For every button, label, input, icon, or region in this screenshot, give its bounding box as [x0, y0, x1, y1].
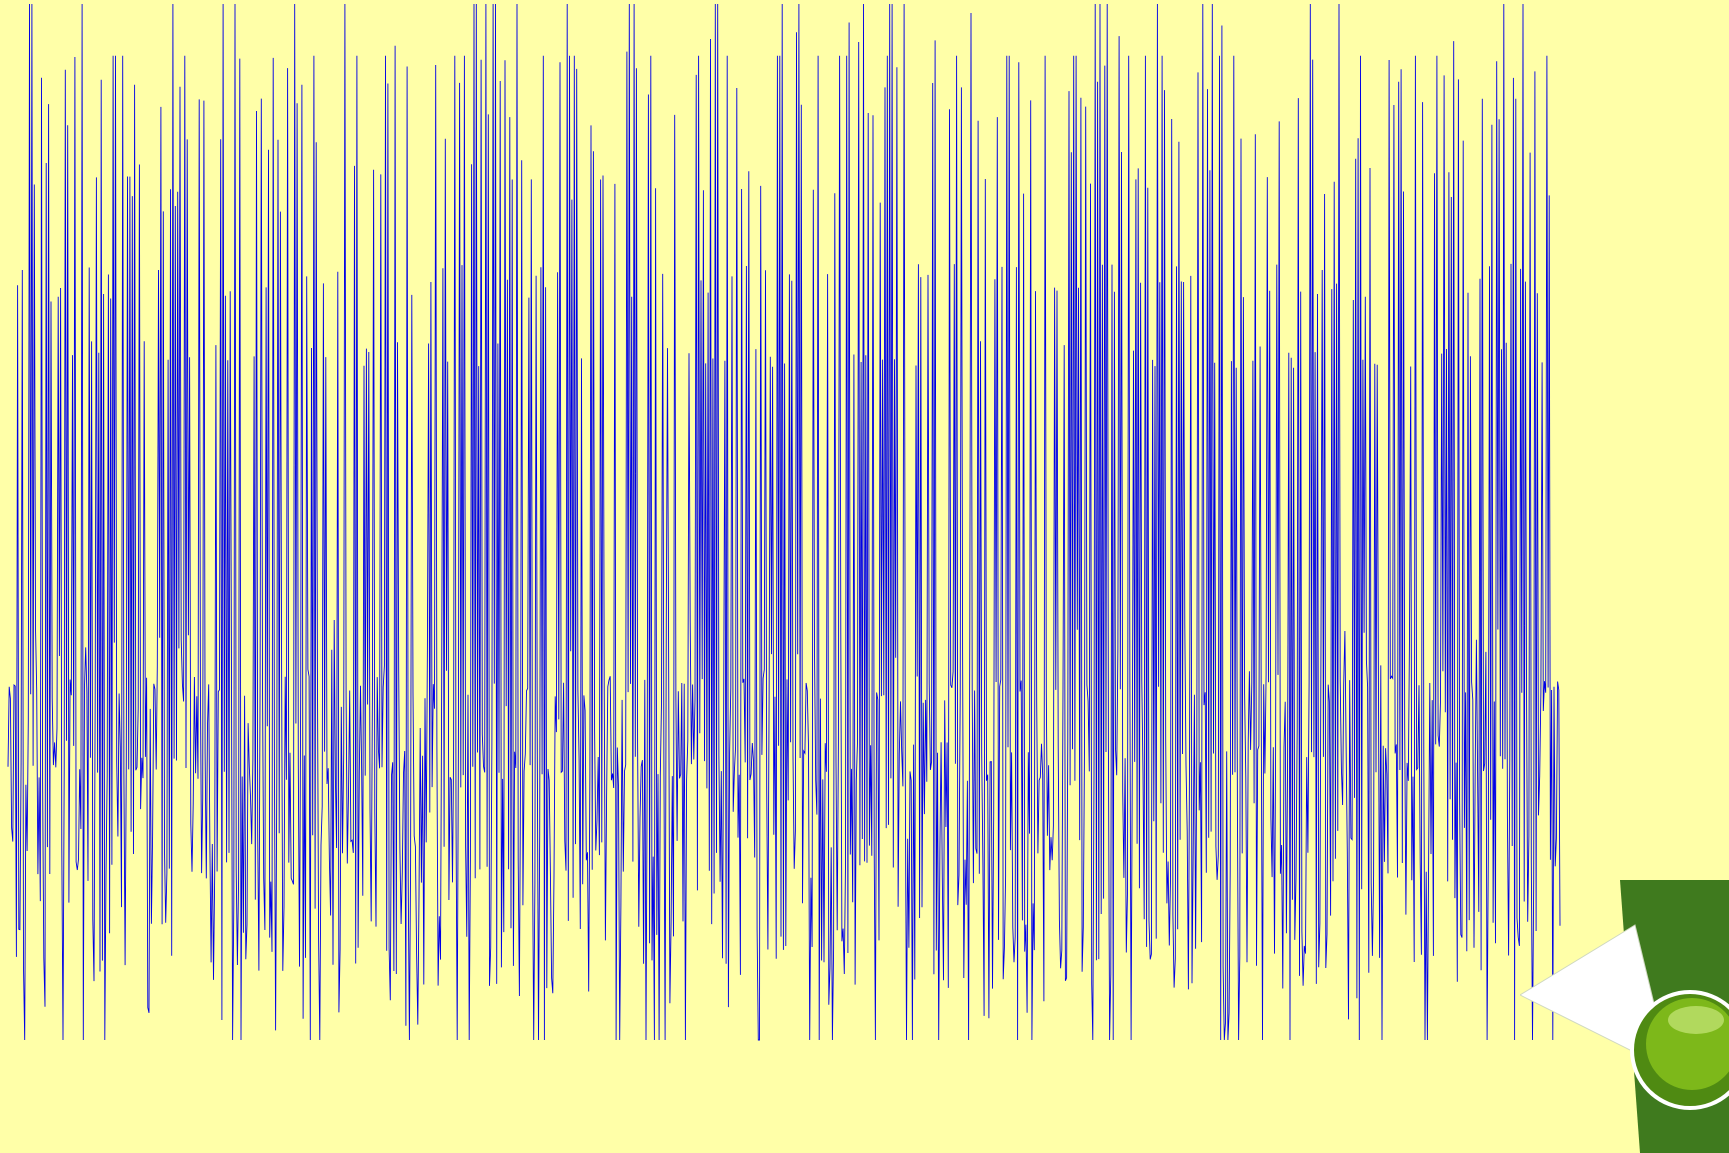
waveform-series-line	[7, 3, 1561, 1041]
next-slide-button[interactable]	[1520, 870, 1729, 1153]
page-curl-arrow-icon	[1520, 880, 1729, 1153]
waveform-trace	[7, 3, 1561, 1041]
